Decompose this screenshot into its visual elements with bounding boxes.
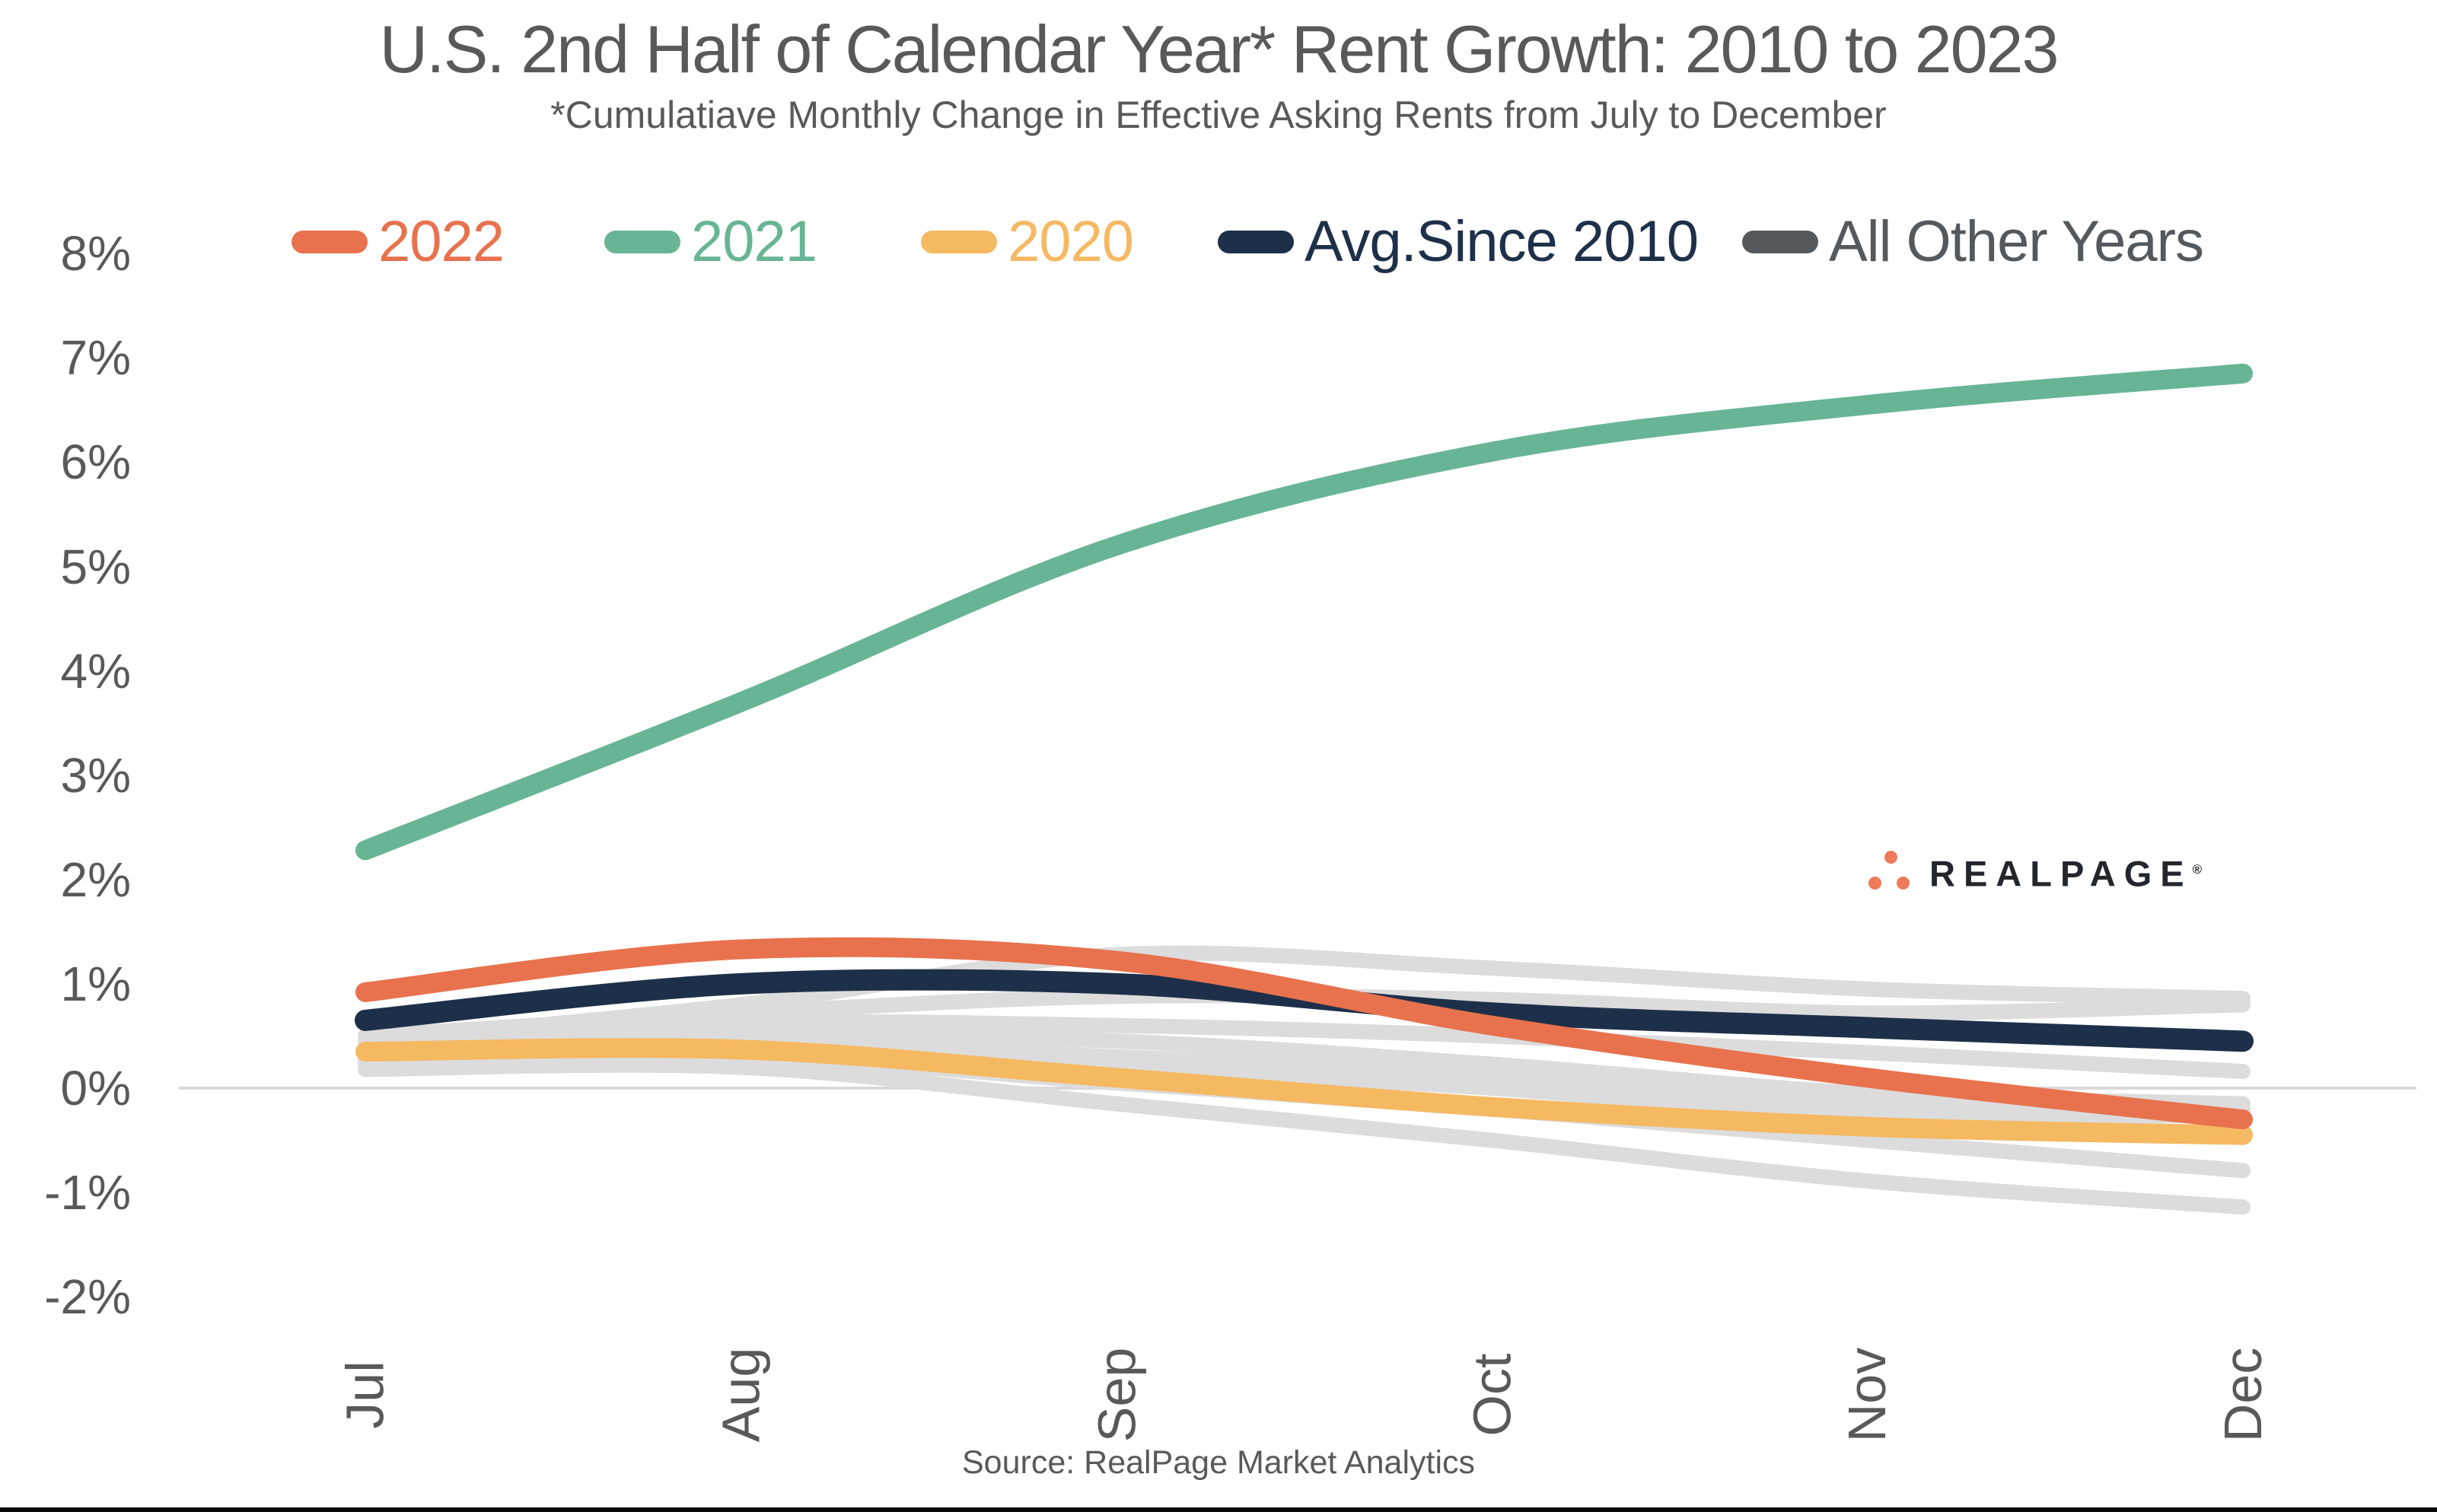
realpage-logo-dots-icon <box>1868 850 1913 893</box>
y-tick-label: 3% <box>60 747 132 803</box>
legend-label: Avg.Since 2010 <box>1305 209 1699 274</box>
legend-swatch <box>1218 231 1294 253</box>
series-line-2022 <box>355 937 2253 1130</box>
y-tick-label: 7% <box>60 330 132 386</box>
y-tick-label: 4% <box>60 643 132 699</box>
bottom-border <box>0 1507 2437 1512</box>
source-note: Source: RealPage Market Analytics <box>962 1444 1475 1481</box>
legend-swatch <box>604 231 680 253</box>
legend-label: 2021 <box>691 209 817 274</box>
series-line-other-year-8 <box>358 1057 2251 1215</box>
legend-item-2020: 2020 <box>921 208 1134 276</box>
realpage-logo-text: REALPAGE® <box>1929 853 2203 894</box>
y-tick-label: 8% <box>60 226 132 282</box>
chart-title: U.S. 2nd Half of Calendar Year* Rent Gro… <box>379 11 2060 87</box>
legend-item-avg-since-2010: Avg.Since 2010 <box>1218 208 1699 276</box>
legend-swatch <box>291 231 368 253</box>
series-line-2020 <box>355 1038 2253 1145</box>
legend-label: 2022 <box>378 209 505 274</box>
y-tick-label: 6% <box>60 435 132 490</box>
y-tick-label: 1% <box>60 956 132 1011</box>
y-tick-label: -1% <box>44 1165 131 1221</box>
y-tick-label: 0% <box>60 1061 132 1116</box>
registered-mark: ® <box>2192 862 2203 877</box>
y-tick-label: -2% <box>44 1269 131 1325</box>
legend-item-2022: 2022 <box>291 208 505 276</box>
legend-swatch <box>921 231 997 253</box>
legend-label: 2020 <box>1008 209 1134 274</box>
legend-swatch <box>1742 231 1818 253</box>
legend-item-2021: 2021 <box>604 208 817 276</box>
y-tick-label: 5% <box>60 539 132 594</box>
y-tick-label: 2% <box>60 851 132 907</box>
series-line-other-year-4 <box>358 1027 2251 1112</box>
series-line-other-year-3 <box>358 1014 2251 1080</box>
legend-item-all-other-years: All Other Years <box>1742 208 2204 276</box>
chart-subtitle: *Cumulatiave Monthly Change in Effective… <box>550 94 1887 136</box>
realpage-logo: REALPAGE® <box>1868 848 2202 896</box>
legend: 2022 2021 2020 Avg.Since 2010 All Other Year… <box>0 208 2437 276</box>
legend-label: All Other Years <box>1829 209 2204 274</box>
series-line-2021 <box>355 363 2253 861</box>
